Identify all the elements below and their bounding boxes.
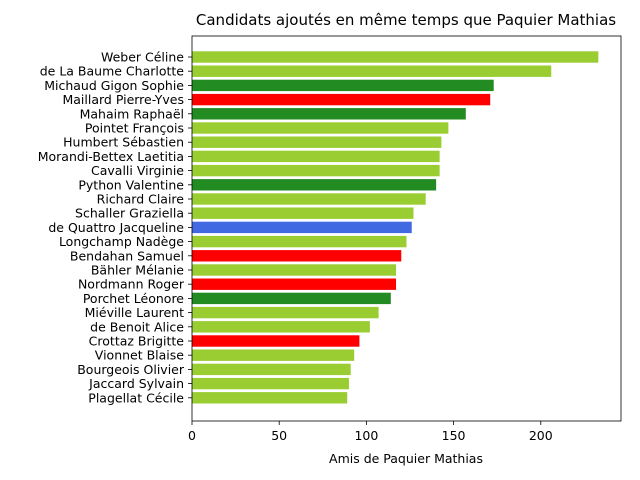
y-tick-label: Schaller Graziella (75, 206, 184, 221)
y-tick-label: Porchet Léonore (83, 291, 184, 306)
bar (192, 221, 412, 234)
bar (192, 377, 349, 390)
bar (192, 150, 440, 163)
bar (192, 235, 407, 248)
bar (192, 122, 449, 134)
y-tick-label: Bourgeois Olivier (77, 362, 185, 377)
y-tick-label: Crottaz Brigitte (89, 334, 185, 349)
y-tick-label: de Benoit Alice (90, 319, 184, 334)
y-tick-label: Bendahan Samuel (70, 248, 184, 263)
bar (192, 250, 402, 262)
y-tick-label: Miéville Laurent (85, 305, 184, 320)
x-ticks: 0 50 100 150 200 (188, 421, 553, 443)
y-tick-label: Weber Céline (101, 50, 184, 65)
y-tick-label: de La Baume Charlotte (40, 64, 185, 79)
bar (192, 306, 379, 319)
bar (192, 335, 360, 347)
bar (192, 164, 440, 177)
y-tick-label: Nordmann Roger (78, 277, 185, 292)
bar (192, 136, 442, 148)
bar (192, 207, 414, 219)
y-tick-label: Mahaim Raphaël (80, 106, 184, 121)
axes-frame (191, 35, 622, 422)
y-tick-label: Richard Claire (97, 192, 185, 207)
bar (192, 108, 466, 120)
y-tick-label: Python Valentine (78, 177, 184, 192)
bar (192, 179, 437, 191)
bar (192, 349, 355, 361)
y-tick-label: Bähler Mélanie (91, 263, 184, 278)
plot-frame (191, 35, 622, 422)
x-tick-label: 150 (442, 428, 466, 443)
y-tick-label: Cavalli Virginie (91, 163, 184, 178)
x-tick-label: 200 (529, 428, 553, 443)
x-tick-label: 100 (354, 428, 378, 443)
bar (192, 321, 370, 333)
y-tick-label: de Quattro Jacqueline (48, 220, 184, 235)
bar (192, 363, 351, 376)
y-tick-label: Michaud Gigon Sophie (44, 78, 184, 93)
y-tick-label: Plagellat Cécile (88, 390, 184, 405)
y-tick-label: Vionnet Blaise (95, 348, 185, 363)
bar (192, 79, 494, 92)
y-tick-label: Jaccard Sylvain (88, 376, 184, 391)
chart-title: Candidats ajoutés en même temps que Paqu… (196, 11, 616, 29)
y-tick-label: Humbert Sébastien (63, 135, 184, 150)
bar (192, 65, 552, 77)
bars-group (192, 51, 599, 404)
bar (192, 51, 599, 63)
x-tick-label: 0 (188, 428, 196, 443)
x-tick-label: 50 (271, 428, 287, 443)
bar (192, 292, 391, 305)
bar (192, 264, 397, 276)
bar (192, 193, 426, 205)
y-tick-label: Morandi-Bettex Laetitia (38, 149, 184, 164)
x-axis-label: Amis de Paquier Mathias (329, 451, 483, 466)
y-tick-label: Pointet François (85, 121, 184, 136)
bar (192, 93, 491, 106)
y-tick-label: Longchamp Nadège (59, 234, 184, 249)
bar (192, 278, 397, 290)
y-tick-label: Maillard Pierre-Yves (62, 92, 184, 107)
bar (192, 392, 348, 404)
